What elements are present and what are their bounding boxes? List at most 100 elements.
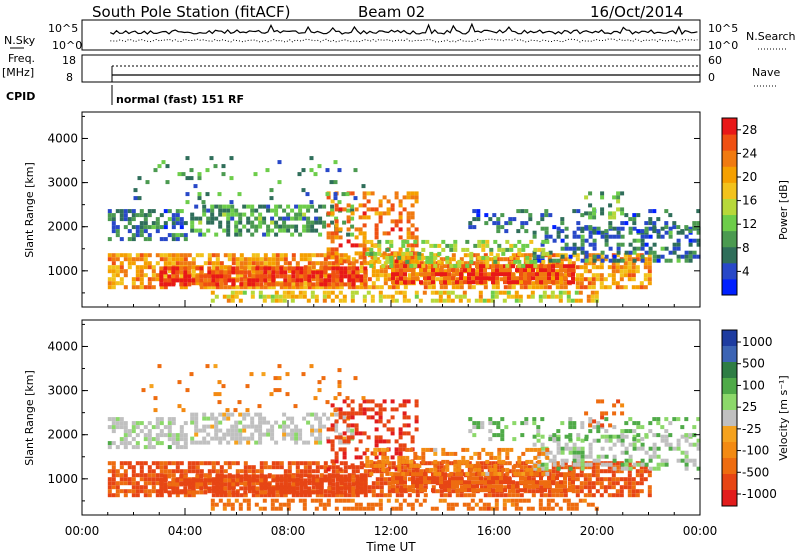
data-cell bbox=[533, 447, 538, 452]
data-cell bbox=[491, 264, 495, 269]
data-cell bbox=[319, 465, 324, 470]
data-cell bbox=[346, 423, 351, 428]
data-cell bbox=[584, 250, 589, 255]
data-cell bbox=[147, 209, 152, 214]
data-cell bbox=[361, 396, 366, 401]
data-cell bbox=[155, 225, 160, 230]
data-cell bbox=[334, 259, 339, 264]
data-cell bbox=[383, 269, 388, 274]
data-cell bbox=[282, 412, 287, 417]
data-cell bbox=[398, 203, 403, 208]
data-cell bbox=[640, 458, 645, 463]
data-cell bbox=[447, 272, 451, 277]
data-cell bbox=[327, 266, 332, 271]
data-cell bbox=[218, 204, 223, 209]
data-cell bbox=[382, 255, 387, 260]
data-cell bbox=[543, 276, 547, 281]
data-cell bbox=[346, 411, 351, 416]
data-cell bbox=[243, 482, 248, 487]
data-cell bbox=[616, 258, 621, 263]
data-cell bbox=[548, 437, 553, 442]
data-cell bbox=[564, 246, 569, 251]
data-cell bbox=[438, 298, 443, 303]
data-cell bbox=[303, 270, 308, 275]
data-cell bbox=[123, 421, 128, 426]
data-cell bbox=[135, 233, 140, 238]
data-cell bbox=[282, 432, 287, 437]
data-cell bbox=[627, 273, 632, 278]
data-cell bbox=[624, 462, 629, 467]
data-cell bbox=[643, 465, 648, 470]
data-cell bbox=[123, 433, 128, 438]
data-cell bbox=[566, 290, 571, 295]
data-cell bbox=[514, 498, 519, 503]
data-cell bbox=[235, 278, 240, 283]
data-cell bbox=[528, 217, 533, 222]
data-cell bbox=[403, 476, 407, 481]
data-cell bbox=[155, 477, 160, 482]
data-cell bbox=[139, 285, 144, 290]
data-cell bbox=[533, 455, 538, 460]
data-cell bbox=[520, 221, 525, 226]
data-cell bbox=[290, 428, 295, 433]
power-cbar-label: 28 bbox=[742, 123, 757, 137]
data-cell bbox=[247, 265, 252, 270]
data-cell bbox=[612, 254, 617, 259]
data-cell bbox=[250, 432, 255, 437]
data-cell bbox=[632, 221, 637, 226]
data-cell bbox=[507, 285, 512, 290]
freq-unit-label: [MHz] bbox=[2, 66, 34, 79]
data-cell bbox=[491, 476, 495, 481]
data-cell bbox=[564, 234, 569, 239]
data-cell bbox=[475, 461, 480, 466]
data-cell bbox=[616, 242, 621, 247]
data-cell bbox=[251, 269, 256, 274]
data-cell bbox=[378, 502, 383, 507]
data-cell bbox=[230, 216, 235, 221]
data-cell bbox=[403, 488, 407, 493]
data-cell bbox=[350, 208, 355, 213]
data-cell bbox=[435, 277, 440, 282]
data-cell bbox=[346, 255, 351, 260]
data-cell bbox=[427, 476, 431, 481]
data-cell bbox=[282, 290, 287, 295]
data-cell bbox=[514, 294, 519, 299]
data-cell bbox=[564, 458, 569, 463]
data-cell bbox=[322, 412, 327, 417]
data-cell bbox=[506, 290, 511, 295]
data-cell bbox=[603, 257, 608, 262]
data-cell bbox=[199, 278, 204, 283]
data-cell bbox=[568, 421, 573, 426]
data-cell bbox=[406, 431, 411, 436]
data-cell bbox=[358, 251, 363, 256]
data-cell bbox=[447, 280, 451, 285]
data-cell bbox=[283, 261, 288, 266]
data-cell bbox=[370, 298, 375, 303]
data-cell bbox=[463, 480, 467, 485]
data-cell bbox=[185, 176, 190, 181]
data-cell bbox=[588, 442, 593, 447]
data-cell bbox=[167, 425, 172, 430]
data-cell bbox=[539, 264, 543, 269]
data-cell bbox=[131, 281, 136, 286]
data-cell bbox=[407, 488, 411, 493]
data-cell bbox=[271, 490, 276, 495]
data-cell bbox=[355, 278, 360, 283]
data-cell bbox=[283, 493, 288, 498]
data-cell bbox=[604, 462, 609, 467]
data-cell bbox=[159, 482, 164, 487]
data-cell bbox=[151, 461, 156, 466]
data-cell bbox=[435, 476, 439, 481]
data-cell bbox=[191, 469, 196, 474]
data-cell bbox=[311, 282, 316, 287]
data-cell bbox=[231, 490, 236, 495]
data-cell bbox=[483, 480, 487, 485]
data-cell bbox=[151, 469, 156, 474]
data-cell bbox=[505, 447, 510, 452]
data-cell bbox=[295, 465, 300, 470]
data-cell bbox=[175, 274, 180, 279]
data-cell bbox=[367, 285, 372, 290]
data-cell bbox=[571, 276, 575, 281]
nsky-tick-top: 10^5 bbox=[48, 22, 78, 35]
data-cell bbox=[187, 493, 192, 498]
